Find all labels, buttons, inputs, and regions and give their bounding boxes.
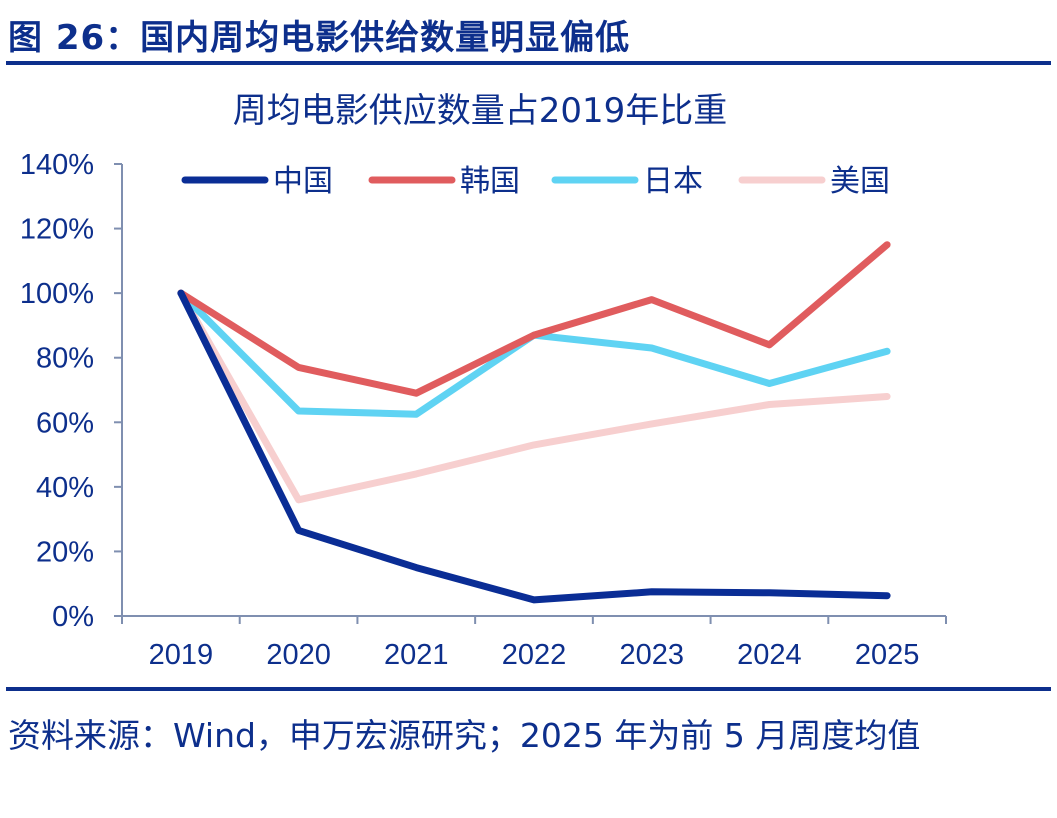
legend: 中国 韩国 日本 美国 — [181, 164, 890, 199]
y-tick-label: 0% — [52, 601, 94, 633]
y-tick-label: 20% — [36, 536, 94, 568]
chart-title: 周均电影供应数量占2019年比重 — [233, 91, 728, 131]
y-tick-label: 40% — [36, 472, 94, 504]
series-lines — [177, 241, 891, 604]
x-tick-label: 2023 — [619, 639, 684, 671]
legend-label: 美国 — [830, 164, 890, 199]
y-tick-label: 80% — [36, 343, 94, 375]
x-tick-label: 2022 — [502, 639, 567, 671]
line-chart: 周均电影供应数量占2019年比重 0% 20% 40% 60% 80% 100% 120% 1… — [20, 91, 947, 671]
y-tick-label: 100% — [20, 278, 94, 310]
bottom-rule — [6, 687, 1051, 691]
series-line — [177, 289, 891, 504]
legend-label: 日本 — [643, 164, 703, 199]
figure-title: 图 26：国内周均电影供给数量明显偏低 — [8, 18, 631, 58]
source-note: 资料来源：Wind，申万宏源研究；2025 年为前 5 月周度均值 — [8, 716, 921, 755]
y-tick-label: 120% — [20, 214, 94, 246]
x-tick-label: 2021 — [384, 639, 449, 671]
x-tick-label: 2025 — [855, 639, 920, 671]
y-tick-label: 140% — [20, 149, 94, 181]
legend-label: 中国 — [273, 164, 333, 199]
x-tick-label: 2024 — [737, 639, 802, 671]
series-line — [177, 289, 891, 604]
top-rule — [6, 61, 1051, 65]
series-line — [177, 289, 891, 418]
axes: 0% 20% 40% 60% 80% 100% 120% 140% 2019 2020 2021 20… — [20, 149, 947, 671]
series-line — [177, 241, 891, 397]
x-tick-label: 2019 — [149, 639, 214, 671]
x-tick-label: 2020 — [266, 639, 331, 671]
legend-label: 韩国 — [460, 164, 520, 199]
y-tick-label: 60% — [36, 407, 94, 439]
